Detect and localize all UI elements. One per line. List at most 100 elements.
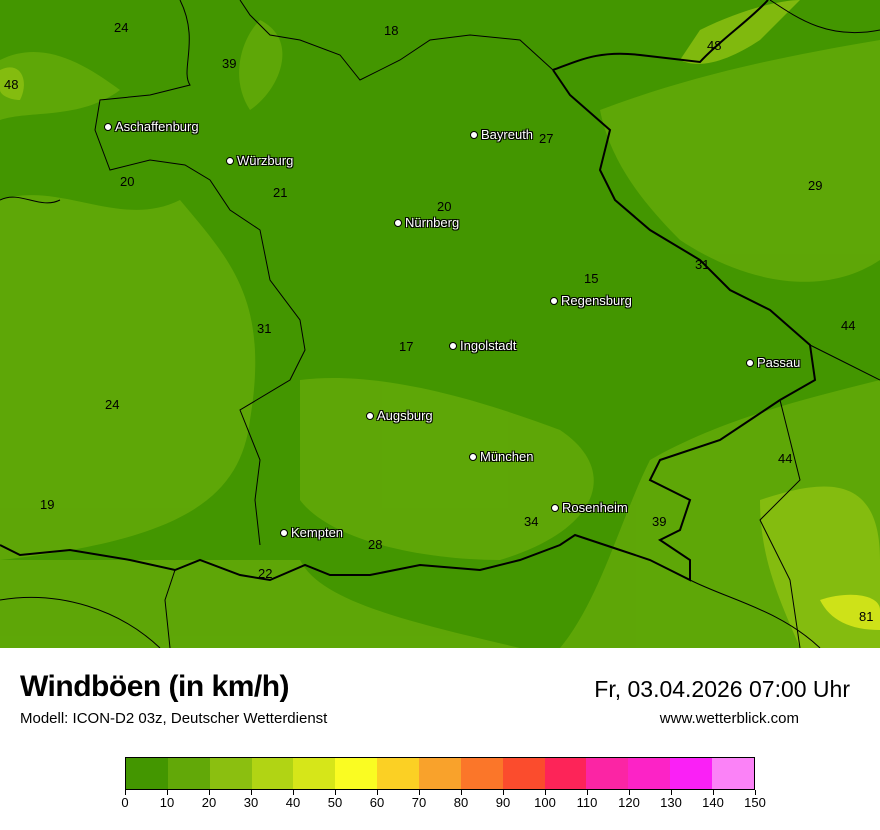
forecast-datetime: Fr, 03.04.2026 07:00 Uhr (594, 676, 850, 702)
gust-value: 31 (257, 321, 272, 336)
legend-tick-label: 10 (159, 795, 175, 810)
city-dot-icon (550, 296, 558, 305)
city-label: Passau (757, 355, 801, 370)
city-label: Regensburg (561, 293, 632, 308)
gust-value: 81 (859, 609, 874, 624)
city-dot-icon (280, 528, 288, 537)
gust-value: 20 (120, 174, 135, 189)
gust-value: 20 (437, 199, 452, 214)
gust-value: 15 (584, 271, 599, 286)
city-marker: Passau (746, 355, 800, 370)
legend-tick-mark (503, 790, 504, 795)
legend-tick-mark (377, 790, 378, 795)
gust-value: 19 (40, 497, 55, 512)
city-dot-icon (366, 411, 374, 420)
city-marker: Regensburg (550, 293, 632, 308)
map-title: Windböen (in km/h) (20, 670, 290, 703)
gust-value: 31 (695, 257, 710, 272)
legend-tick-mark (419, 790, 420, 795)
legend-tick-label: 40 (285, 795, 301, 810)
city-label: Bayreuth (481, 127, 534, 142)
city-dot-icon (746, 358, 754, 367)
legend-tick-mark (545, 790, 546, 795)
city-dot-icon (469, 452, 477, 461)
city-label: Augsburg (377, 408, 433, 423)
legend-tick-mark (251, 790, 252, 795)
gust-value: 39 (222, 56, 237, 71)
legend-tick-label: 100 (534, 795, 556, 810)
legend-tick-label: 90 (495, 795, 511, 810)
gust-value: 27 (539, 131, 554, 146)
city-dot-icon (551, 503, 559, 512)
legend-tick-label: 150 (744, 795, 766, 810)
legend-tick-label: 70 (411, 795, 427, 810)
legend-swatch (628, 758, 671, 789)
legend-swatch (586, 758, 629, 789)
city-label: Aschaffenburg (115, 119, 199, 134)
city-label: Kempten (291, 525, 344, 540)
city-label: Rosenheim (562, 500, 628, 515)
legend-tick-label: 140 (702, 795, 724, 810)
city-marker: Bayreuth (470, 127, 533, 142)
gust-value: 18 (384, 23, 399, 38)
legend-tick-mark (713, 790, 714, 795)
city-marker: Rosenheim (551, 500, 628, 515)
gust-value: 39 (652, 514, 667, 529)
legend-swatch (209, 758, 252, 789)
city-marker: Ingolstadt (449, 338, 516, 353)
website-link[interactable]: www.wetterblick.com (659, 710, 799, 727)
gust-value: 44 (841, 318, 856, 333)
legend-tick-mark (335, 790, 336, 795)
gust-value: 48 (4, 77, 19, 92)
city-dot-icon (394, 218, 402, 227)
legend-tick-label: 0 (121, 795, 129, 810)
gust-value: 29 (808, 178, 823, 193)
legend-swatch (460, 758, 503, 789)
legend-tick-label: 130 (660, 795, 682, 810)
legend-swatch (167, 758, 210, 789)
gust-value: 48 (707, 38, 722, 53)
legend-tick-mark (209, 790, 210, 795)
legend-tick-mark (587, 790, 588, 795)
legend-tick-label: 120 (618, 795, 640, 810)
city-label: Nürnberg (405, 215, 460, 230)
gust-value: 28 (368, 537, 383, 552)
wind-gust-map: Aschaffenburg Würzburg Bayreuth Nürnberg Reg… (0, 0, 880, 648)
city-marker: Kempten (280, 525, 343, 540)
city-marker: Nürnberg (394, 215, 459, 230)
legend-tick-label: 80 (453, 795, 469, 810)
legend-tick-label: 50 (327, 795, 343, 810)
city-marker: Augsburg (366, 408, 433, 423)
city-dot-icon (226, 156, 234, 165)
map-shading (0, 0, 880, 648)
city-dot-icon (470, 130, 478, 139)
gust-value: 24 (114, 20, 129, 35)
legend-tick-mark (125, 790, 126, 795)
city-marker: Würzburg (226, 153, 293, 168)
legend-tick-mark (461, 790, 462, 795)
legend-tick-label: 60 (369, 795, 385, 810)
legend-swatch (670, 758, 713, 789)
gust-value: 24 (105, 397, 120, 412)
city-marker: München (469, 449, 533, 464)
gust-value: 44 (778, 451, 793, 466)
gust-value: 34 (524, 514, 539, 529)
legend-swatch (126, 758, 168, 789)
city-dot-icon (104, 122, 112, 131)
legend-tick-mark (167, 790, 168, 795)
legend-tick-label: 110 (576, 795, 598, 810)
legend-tick-label: 30 (243, 795, 259, 810)
model-source: Modell: ICON-D2 03z, Deutscher Wetterdie… (20, 710, 328, 727)
legend-tick-mark (755, 790, 756, 795)
legend-swatch (335, 758, 378, 789)
city-label: München (480, 449, 534, 464)
gust-value: 17 (399, 339, 414, 354)
gust-value: 22 (258, 566, 273, 581)
city-label: Ingolstadt (460, 338, 517, 353)
legend-swatch (419, 758, 461, 789)
legend-tick-mark (629, 790, 630, 795)
legend-swatch (251, 758, 294, 789)
legend-swatch (293, 758, 336, 789)
legend-swatch (502, 758, 545, 789)
legend-tick-label: 20 (201, 795, 217, 810)
